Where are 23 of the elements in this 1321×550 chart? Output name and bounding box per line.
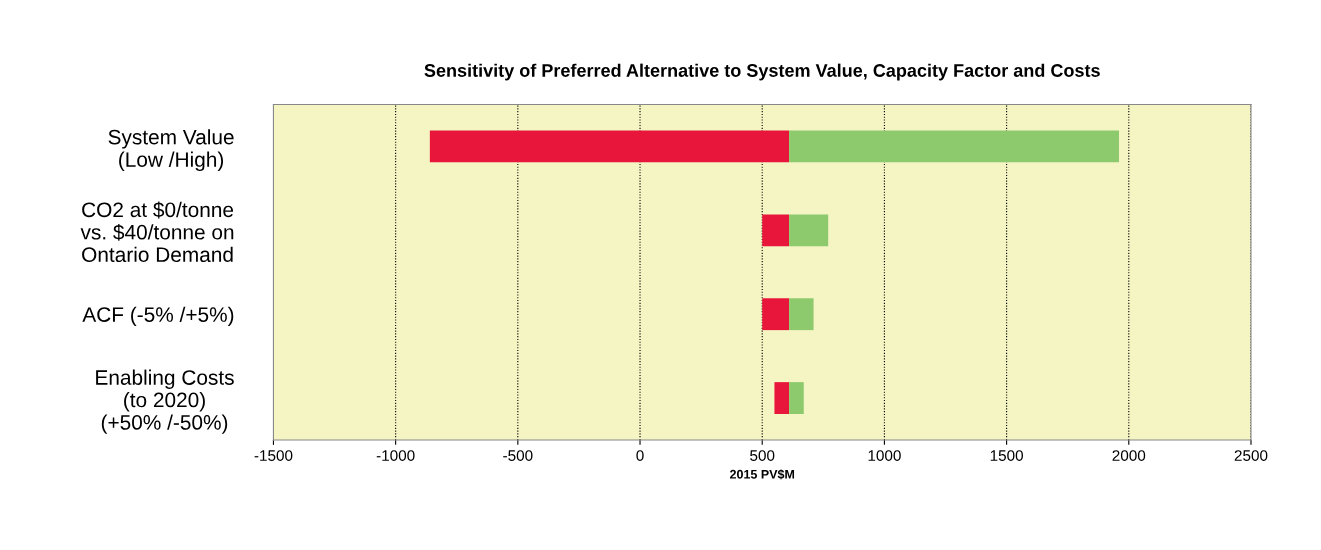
bar [774, 382, 790, 414]
y-tick-label: ACF (-5% /+5%) [82, 306, 234, 327]
x-tick-label: 2500 [1234, 450, 1268, 461]
x-tick-label: -1000 [376, 450, 415, 461]
bar [789, 130, 1120, 163]
y-tick-label: CO2 at $0/tonne vs. $40/tonne on Ontario Demand [80, 201, 234, 263]
y-tick-label: Enabling Costs (to 2020) (+50% /-50%) [96, 369, 234, 434]
bar [789, 382, 804, 414]
x-tick-label: -1500 [254, 450, 293, 461]
x-tick-label: 2000 [1112, 450, 1146, 461]
x-tick-label: 500 [750, 450, 775, 461]
bar [762, 214, 790, 247]
bar [429, 130, 790, 163]
bar [789, 214, 829, 247]
bar [762, 298, 790, 331]
x-tick-label: 1500 [990, 450, 1023, 461]
x-tick-label: 0 [636, 450, 644, 461]
x-axis-title: 2015 PV$M [729, 469, 795, 480]
x-tick-label: 1000 [868, 450, 901, 461]
y-tick-label: System Value (Low /High) [108, 129, 234, 172]
chart-title: Sensitivity of Preferred Alternative to System Value, Capacity Factor and Costs [424, 63, 1100, 81]
x-tick-label: -500 [503, 450, 533, 461]
bar [789, 298, 814, 331]
